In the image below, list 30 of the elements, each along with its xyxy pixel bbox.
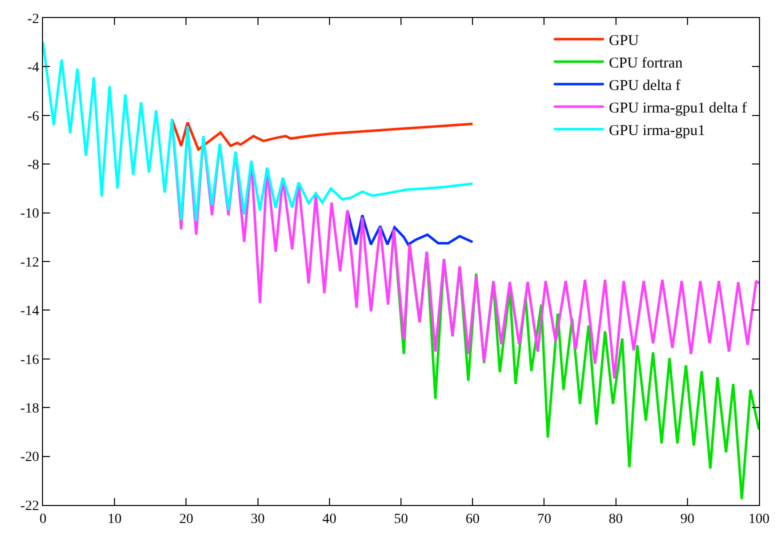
y-tick-label: -8	[27, 158, 40, 173]
y-tick-label: -18	[20, 402, 40, 416]
x-tick-label: 40	[322, 512, 336, 527]
x-tick-label: 80	[608, 512, 623, 527]
x-tick-label: 100	[748, 512, 770, 527]
y-tick-label: -16	[20, 352, 40, 368]
line-series	[43, 41, 474, 223]
y-tick-label: -6	[27, 109, 40, 124]
y-tick-label: -12	[20, 255, 40, 270]
y-tick-label: -22	[20, 498, 40, 514]
y-tick-label: -4	[27, 60, 40, 76]
y-tick-label: -20	[20, 450, 40, 466]
x-tick-label: 50	[394, 512, 408, 527]
line-series	[170, 118, 474, 151]
x-tick-label: 60	[466, 512, 480, 527]
x-tick-label: 30	[250, 512, 265, 527]
y-tick-label: -10	[20, 206, 40, 222]
legend-label: GPU	[608, 32, 640, 49]
x-tick-label: 90	[680, 512, 694, 527]
legend-label: GPU delta f	[608, 78, 680, 94]
line-series	[346, 209, 474, 246]
legend-label: GPU irma-gpu1	[608, 122, 706, 139]
x-tick-label: 0	[40, 512, 46, 527]
x-tick-label: 10	[108, 512, 122, 527]
x-tick-label: 70	[537, 512, 552, 527]
legend-label: CPU fortran	[608, 55, 684, 72]
y-tick-label: -2	[27, 12, 40, 27]
y-tick-label: -14	[20, 304, 40, 320]
legend-label: GPU irma-gpu1 delta f	[608, 100, 747, 116]
x-tick-label: 20	[179, 512, 194, 527]
